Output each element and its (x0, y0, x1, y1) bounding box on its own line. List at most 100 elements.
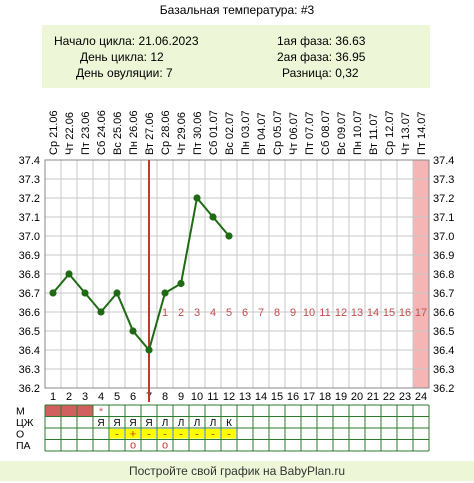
date-label: Вт 27.06 (144, 112, 156, 155)
phase-day-label: 1 (162, 307, 168, 319)
ovulation-test-mark: - (195, 429, 199, 441)
date-label: Пт 07.07 (304, 111, 316, 155)
day-number-label: 19 (335, 391, 347, 403)
menses-cell (77, 405, 93, 417)
menses-star: * (99, 406, 104, 418)
date-label: Чт 22.06 (64, 112, 76, 155)
y-tick-label-right: 37.4 (433, 155, 454, 167)
date-label: Пн 10.07 (352, 110, 364, 155)
chart-title: Базальная температура: #3 (159, 3, 315, 17)
temperature-point (81, 289, 89, 297)
date-label: Вт 11.07 (368, 113, 380, 155)
phase-day-label: 11 (319, 307, 330, 319)
y-tick-label-left: 36.4 (19, 345, 40, 357)
date-label: Сб 08.07 (320, 110, 332, 155)
temperature-point (65, 270, 73, 278)
ovulation-test-cell (126, 429, 140, 439)
y-tick-label-right: 37.1 (433, 212, 454, 224)
day-number-label: 10 (191, 391, 203, 403)
ovulation-test-cell (174, 429, 188, 439)
row-label: ПА (16, 440, 31, 452)
mucus-mark: Я (129, 418, 136, 429)
day-number-label: 21 (367, 391, 379, 403)
day-number-label: 24 (415, 391, 427, 403)
temperature-point (113, 289, 121, 297)
ovulation-test-cell (158, 429, 172, 439)
y-tick-label-left: 36.9 (19, 250, 40, 262)
y-tick-label-right: 36.8 (433, 269, 454, 281)
temperature-point (129, 327, 137, 335)
ovulation-test-cell (222, 429, 236, 439)
y-tick-label-right: 36.4 (433, 345, 454, 357)
menses-cell (61, 405, 77, 417)
temperature-point (161, 289, 169, 297)
temperature-point (145, 346, 153, 354)
day-number-label: 5 (114, 391, 120, 403)
row-label: М (16, 406, 25, 418)
day-number-label: 9 (178, 391, 184, 403)
y-tick-label-right: 37.0 (433, 231, 454, 243)
day-number-label: 18 (319, 391, 331, 403)
phase-day-label: 8 (274, 307, 280, 319)
day-number-label: 20 (351, 391, 363, 403)
mucus-mark: Я (145, 418, 152, 429)
day-number-label: 16 (287, 391, 299, 403)
temperature-point (177, 279, 185, 288)
y-tick-label-left: 36.3 (19, 364, 40, 376)
date-label: Ср 21.06 (48, 110, 60, 155)
phase1-avg: 1ая фаза: 36.63 (277, 34, 366, 48)
mucus-mark: Л (194, 418, 201, 429)
intercourse-mark: о (130, 440, 136, 452)
day-number-label: 3 (82, 391, 88, 403)
day-number-label: 22 (383, 391, 395, 403)
ovulation-test-mark: - (211, 429, 215, 441)
ovulation-test-mark: - (179, 429, 183, 441)
phase-day-label: 13 (351, 307, 363, 319)
ovulation-test-cell (142, 429, 156, 439)
y-tick-label-right: 36.7 (433, 288, 454, 300)
y-tick-label-left: 36.8 (19, 269, 40, 281)
phase-day-label: 3 (194, 307, 200, 319)
day-number-label: 23 (399, 391, 411, 403)
plot-border (44, 159, 430, 389)
day-number-label: 4 (98, 391, 104, 403)
date-label: Пт 23.06 (80, 111, 92, 155)
day-number-label: 1 (50, 391, 56, 403)
date-label: Чт 06.07 (288, 112, 300, 155)
cycle-day: День цикла: 12 (80, 50, 164, 64)
cycle-start: Начало цикла: 21.06.2023 (54, 34, 199, 48)
y-tick-label-left: 37.1 (19, 212, 40, 224)
ovulation-test-cell (206, 429, 220, 439)
temperature-point (193, 194, 201, 202)
footer-link[interactable]: Постройте свой график на BabyPlan.ru (0, 461, 474, 481)
ovulation-test-mark: - (227, 429, 231, 441)
date-label: Ср 05.07 (272, 110, 284, 155)
date-label: Вс 02.07 (224, 112, 236, 155)
date-label: Пт 30.06 (192, 111, 204, 155)
phase-day-label: 10 (303, 307, 315, 319)
phase-day-label: 17 (415, 307, 427, 319)
y-tick-label-left: 36.2 (19, 383, 40, 395)
mucus-mark: Л (162, 418, 169, 429)
day-number-label: 13 (239, 391, 251, 403)
date-label: Пн 03.07 (240, 110, 252, 155)
date-label: Чт 13.07 (400, 112, 412, 155)
y-tick-label-left: 36.5 (19, 326, 40, 338)
phase-day-label: 7 (258, 307, 264, 319)
day-number-label: 15 (271, 391, 283, 403)
phase-day-label: 2 (178, 307, 184, 319)
temperature-point (225, 232, 233, 240)
mucus-mark: Л (178, 418, 185, 429)
mucus-mark: Л (210, 418, 217, 429)
y-tick-label-left: 37.2 (19, 193, 40, 205)
y-tick-label-right: 37.3 (433, 174, 454, 186)
phase-day-label: 12 (335, 307, 347, 319)
row-label: ЦЖ (16, 417, 34, 429)
phase-day-label: 14 (367, 307, 379, 319)
row-label: О (16, 429, 24, 441)
phase-day-label: 16 (399, 307, 411, 319)
y-tick-label-right: 36.3 (433, 364, 454, 376)
bbt-chart: 37.4 37.4 37.3 37.3 37.2 37.2 37.1 37.1 37.0 37.0… (16, 110, 454, 452)
y-tick-label-right: 36.2 (433, 383, 454, 395)
y-tick-label-left: 37.0 (19, 231, 40, 243)
